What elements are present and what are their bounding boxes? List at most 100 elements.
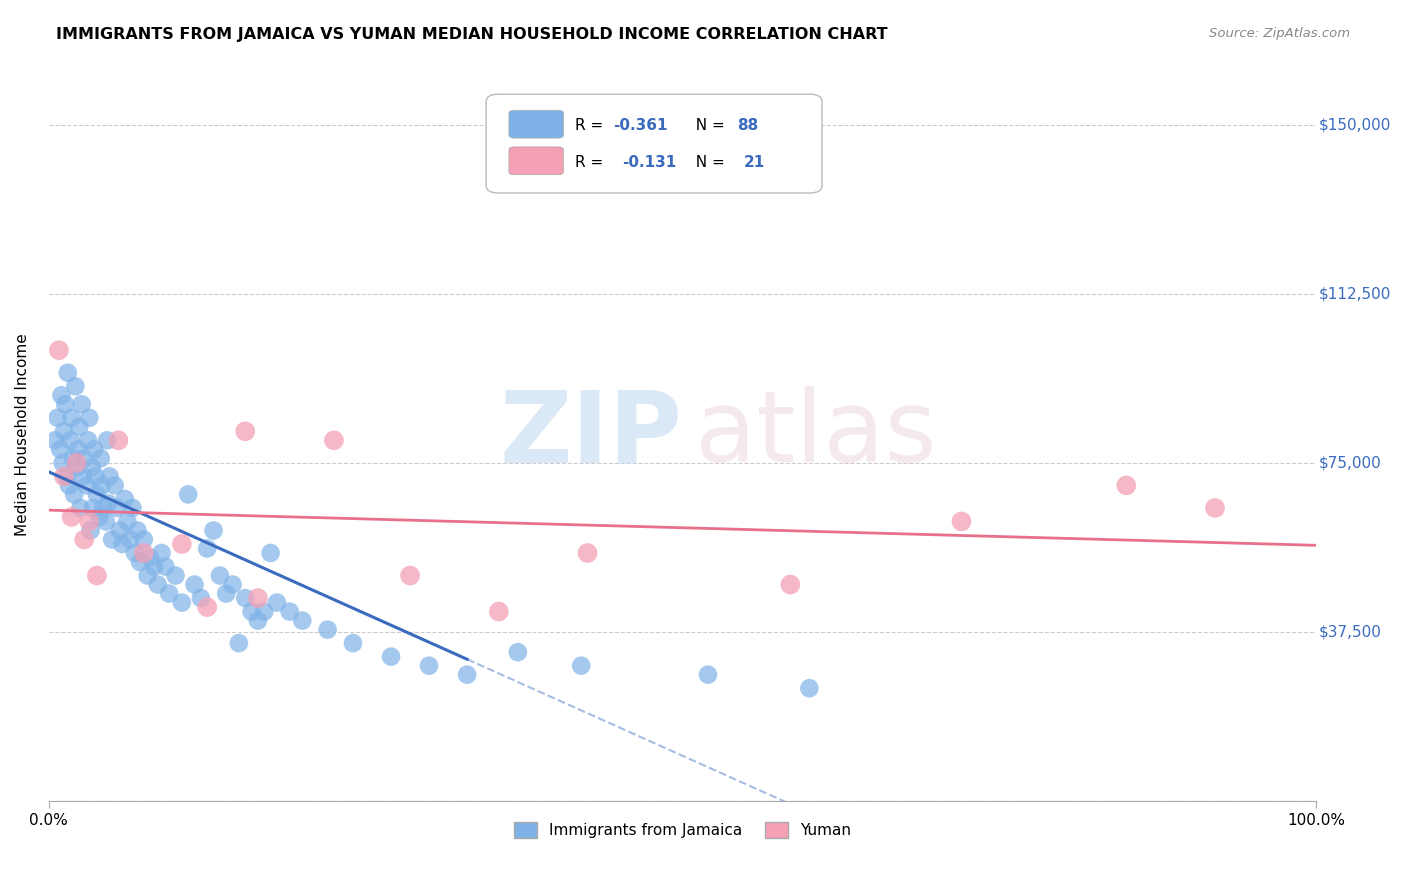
Point [69,500,91,515]
Point [117,515,139,529]
Text: 21: 21 [744,155,765,169]
Point [799,681,821,696]
Point [291,614,314,628]
Point [91,500,114,515]
Point [86,487,108,501]
Point [76,478,98,492]
FancyBboxPatch shape [509,147,564,175]
Point [52,469,75,483]
Point [323,434,346,448]
Point [79,524,101,538]
Point [101,533,124,547]
Point [53,397,76,411]
Point [58,478,80,492]
Point [83,442,105,457]
Point [52,425,75,439]
Point [399,568,422,582]
Point [60,410,83,425]
Point [233,425,256,439]
Point [132,546,155,560]
Point [96,434,118,448]
Point [253,605,276,619]
Text: -0.131: -0.131 [621,155,676,169]
Point [246,591,269,605]
Point [49,442,72,457]
Point [157,586,180,600]
Text: $150,000: $150,000 [1319,118,1392,132]
Point [89,510,111,524]
Point [80,460,103,475]
Point [127,524,149,538]
FancyBboxPatch shape [486,95,823,193]
Point [86,568,108,582]
Text: 88: 88 [737,118,758,133]
Point [170,537,193,551]
Point [90,451,112,466]
Point [129,555,152,569]
Point [73,533,96,547]
Point [79,515,101,529]
Text: atlas: atlas [696,386,936,483]
Text: ZIP: ZIP [499,386,682,483]
Point [165,568,187,582]
Point [569,658,592,673]
Point [79,410,101,425]
Point [215,586,238,600]
Point [155,559,177,574]
Point [150,546,173,560]
Text: N =: N = [686,155,735,169]
Point [488,605,510,619]
Point [177,487,200,501]
Point [1204,500,1226,515]
Text: R =: R = [575,118,607,133]
Point [143,559,166,574]
Text: $112,500: $112,500 [1319,286,1392,301]
Point [51,388,73,402]
Point [104,478,127,492]
Point [77,434,100,448]
Point [190,591,212,605]
Legend: Immigrants from Jamaica, Yuman: Immigrants from Jamaica, Yuman [508,816,858,845]
Point [97,496,120,510]
Point [107,434,129,448]
Point [66,456,89,470]
Text: -0.361: -0.361 [613,118,668,133]
Point [506,645,529,659]
Point [170,596,193,610]
Point [48,343,70,358]
Text: $75,000: $75,000 [1319,456,1382,470]
Point [118,533,141,547]
Point [208,568,231,582]
Point [221,577,243,591]
Point [108,524,131,538]
Point [73,451,96,466]
Point [195,600,218,615]
Point [1115,478,1137,492]
Text: IMMIGRANTS FROM JAMAICA VS YUMAN MEDIAN HOUSEHOLD INCOME CORRELATION CHART: IMMIGRANTS FROM JAMAICA VS YUMAN MEDIAN … [56,27,887,42]
Point [121,500,143,515]
Point [55,469,77,483]
Point [44,434,66,448]
Point [456,667,478,681]
Point [59,434,82,448]
Point [84,469,107,483]
Point [105,500,128,515]
Text: R =: R = [575,155,613,169]
Point [228,636,250,650]
Text: Source: ZipAtlas.com: Source: ZipAtlas.com [1209,27,1350,40]
Point [66,460,89,475]
Point [380,649,402,664]
Point [72,469,94,483]
Point [56,366,79,380]
Point [111,537,134,551]
Point [91,478,114,492]
Point [139,550,162,565]
Point [259,546,281,560]
Point [146,577,169,591]
Point [63,487,86,501]
Point [62,451,84,466]
Text: N =: N = [686,118,730,133]
Point [98,469,121,483]
Point [124,546,146,560]
Point [132,533,155,547]
